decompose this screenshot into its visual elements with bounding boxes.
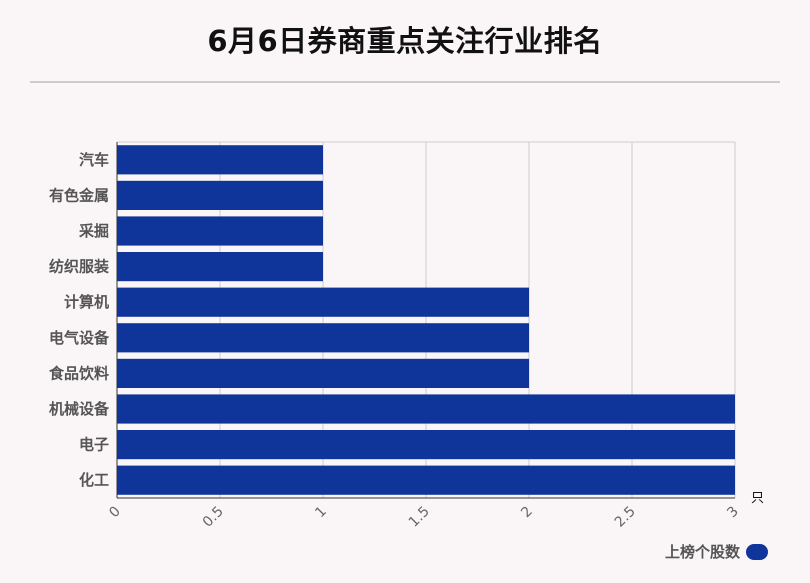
legend-swatch	[746, 543, 768, 560]
axes	[116, 142, 735, 499]
bar	[117, 180, 323, 210]
bar	[117, 287, 529, 317]
x-tick-label: 3	[724, 504, 742, 522]
bar	[117, 465, 735, 495]
x-tick-label: 2.5	[612, 504, 639, 531]
chart-title: 6月6日券商重点关注行业排名	[207, 24, 603, 58]
category-label: 电气设备	[49, 329, 110, 347]
bar	[117, 145, 323, 175]
bar	[117, 252, 323, 282]
x-tick-label: 1	[312, 504, 330, 522]
category-label: 食品饮料	[49, 364, 109, 382]
bars	[117, 145, 735, 495]
legend-label: 上榜个股数	[664, 543, 740, 561]
x-tick-labels: 0 0.5 1 1.5 2 2.5 3	[106, 504, 742, 531]
bar	[117, 394, 735, 424]
category-label: 有色金属	[49, 186, 109, 204]
category-label: 机械设备	[49, 400, 110, 418]
bar	[117, 323, 529, 353]
bar	[117, 216, 323, 246]
category-label: 纺织服装	[49, 258, 110, 276]
category-label: 化工	[79, 471, 109, 489]
x-tick-label: 0	[106, 504, 124, 522]
title-divider	[30, 81, 780, 83]
x-unit-label: 只	[751, 491, 764, 506]
category-label: 汽车	[79, 151, 109, 169]
bar	[117, 358, 529, 388]
category-label: 电子	[79, 436, 109, 454]
bar	[117, 430, 735, 460]
category-label: 计算机	[64, 293, 109, 311]
x-tick-label: 1.5	[406, 504, 433, 531]
x-tick-label: 0.5	[200, 504, 227, 531]
x-tick-label: 2	[518, 504, 536, 522]
category-label: 采掘	[78, 222, 109, 240]
legend[interactable]: 上榜个股数	[665, 541, 768, 562]
